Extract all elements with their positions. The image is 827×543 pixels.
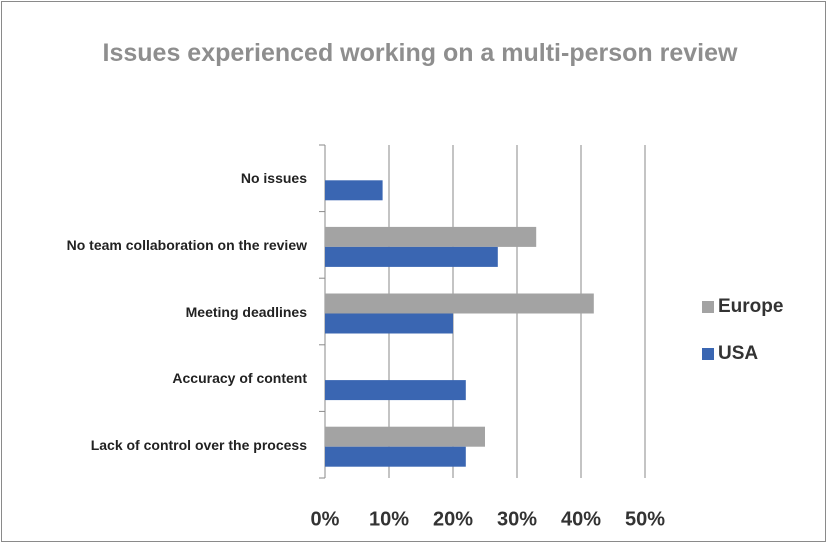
x-tick-label: 40% bbox=[561, 508, 601, 530]
legend-label: Europe bbox=[718, 296, 783, 317]
legend-swatch bbox=[702, 348, 714, 360]
bar bbox=[325, 293, 594, 314]
bar bbox=[325, 313, 453, 334]
bar bbox=[325, 246, 498, 267]
bar bbox=[325, 446, 466, 467]
x-tick-label: 50% bbox=[625, 508, 665, 530]
chart-title: Issues experienced working on a multi-pe… bbox=[102, 39, 738, 67]
bar bbox=[325, 180, 383, 201]
legend-swatch bbox=[702, 301, 714, 313]
x-tick-label: 30% bbox=[497, 508, 537, 530]
x-tick-label: 20% bbox=[433, 508, 473, 530]
x-tick-label: 10% bbox=[369, 508, 409, 530]
bar bbox=[325, 426, 485, 447]
bar bbox=[325, 226, 537, 247]
y-tick-label: No team collaboration on the review bbox=[66, 236, 307, 253]
x-tick-label: 0% bbox=[311, 508, 340, 530]
y-tick-label: Lack of control over the process bbox=[90, 436, 307, 453]
bar bbox=[325, 380, 466, 401]
y-tick-label: Accuracy of content bbox=[172, 370, 307, 387]
y-tick-label: Meeting deadlines bbox=[185, 303, 307, 320]
legend-label: USA bbox=[718, 343, 758, 364]
y-tick-label: No issues bbox=[240, 170, 307, 187]
